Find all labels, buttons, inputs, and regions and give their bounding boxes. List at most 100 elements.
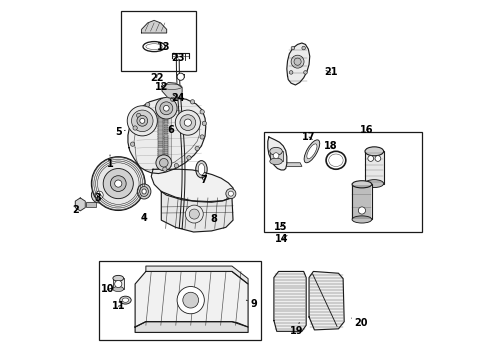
Bar xyxy=(264,132,421,232)
Bar xyxy=(158,114,163,117)
Polygon shape xyxy=(135,321,247,332)
Bar xyxy=(158,116,163,119)
Circle shape xyxy=(155,98,177,119)
Bar xyxy=(164,147,168,149)
Bar xyxy=(158,136,163,139)
Ellipse shape xyxy=(122,298,128,302)
Text: 10: 10 xyxy=(101,284,114,294)
Bar xyxy=(113,278,123,289)
Bar xyxy=(164,159,168,161)
Text: 2: 2 xyxy=(72,206,79,216)
Circle shape xyxy=(202,121,206,126)
Circle shape xyxy=(200,110,204,114)
Circle shape xyxy=(131,110,153,132)
Circle shape xyxy=(163,105,169,111)
Circle shape xyxy=(95,191,103,199)
Text: 23: 23 xyxy=(171,53,184,63)
Polygon shape xyxy=(151,169,234,202)
Polygon shape xyxy=(75,198,85,211)
Bar xyxy=(164,114,168,116)
Bar xyxy=(364,151,383,184)
Circle shape xyxy=(180,115,195,131)
Circle shape xyxy=(170,97,175,102)
Circle shape xyxy=(115,280,122,288)
Bar xyxy=(164,153,168,155)
Bar xyxy=(158,132,163,135)
Circle shape xyxy=(91,157,145,211)
Polygon shape xyxy=(142,21,166,33)
Bar xyxy=(158,118,163,121)
Text: 1: 1 xyxy=(106,155,113,169)
Ellipse shape xyxy=(140,186,148,197)
Circle shape xyxy=(301,46,305,50)
Bar xyxy=(270,151,282,161)
Bar xyxy=(158,143,163,145)
Text: 24: 24 xyxy=(171,93,184,103)
Ellipse shape xyxy=(195,161,207,178)
Bar xyxy=(121,12,196,71)
Text: 21: 21 xyxy=(323,67,337,77)
Bar xyxy=(158,161,163,164)
Text: 12: 12 xyxy=(154,82,168,92)
Circle shape xyxy=(183,292,198,308)
Bar xyxy=(164,139,168,141)
Circle shape xyxy=(91,187,107,203)
Text: 19: 19 xyxy=(289,323,303,336)
Bar xyxy=(158,124,163,127)
Text: 11: 11 xyxy=(111,301,125,311)
Ellipse shape xyxy=(351,181,371,188)
Bar xyxy=(164,120,168,122)
Text: 15: 15 xyxy=(273,222,286,231)
Bar xyxy=(164,155,168,157)
Bar xyxy=(164,135,168,136)
Bar xyxy=(158,128,163,131)
Bar xyxy=(158,113,171,166)
Ellipse shape xyxy=(137,184,151,199)
Polygon shape xyxy=(128,98,205,174)
Bar xyxy=(164,145,168,147)
Circle shape xyxy=(175,110,200,135)
Circle shape xyxy=(177,73,184,80)
Text: 5: 5 xyxy=(115,127,125,136)
Bar xyxy=(164,116,168,118)
Bar xyxy=(351,184,371,220)
Text: 13: 13 xyxy=(157,42,171,52)
Circle shape xyxy=(225,189,235,199)
Circle shape xyxy=(195,146,199,150)
Circle shape xyxy=(189,209,199,219)
Ellipse shape xyxy=(142,189,146,194)
Bar xyxy=(158,134,163,137)
Circle shape xyxy=(190,100,194,104)
Bar xyxy=(158,151,163,154)
Bar xyxy=(99,261,260,339)
Ellipse shape xyxy=(269,158,282,165)
Circle shape xyxy=(228,191,233,196)
Bar xyxy=(158,120,163,123)
Bar xyxy=(158,112,163,115)
Text: 14: 14 xyxy=(275,234,288,244)
Text: 16: 16 xyxy=(359,125,372,135)
Polygon shape xyxy=(308,271,344,330)
Circle shape xyxy=(137,116,147,126)
Circle shape xyxy=(115,180,122,187)
Bar xyxy=(158,153,163,156)
Circle shape xyxy=(130,142,135,146)
Circle shape xyxy=(184,119,191,126)
Bar xyxy=(164,141,168,143)
Polygon shape xyxy=(286,43,309,85)
Bar xyxy=(158,126,163,129)
Ellipse shape xyxy=(304,140,319,163)
Ellipse shape xyxy=(328,154,343,167)
Polygon shape xyxy=(135,271,247,327)
Ellipse shape xyxy=(120,296,131,304)
Circle shape xyxy=(289,71,292,74)
Bar xyxy=(164,112,168,114)
Bar xyxy=(158,145,163,148)
Ellipse shape xyxy=(113,287,123,292)
Polygon shape xyxy=(145,266,247,284)
Bar xyxy=(158,149,163,152)
Bar xyxy=(164,118,168,120)
Ellipse shape xyxy=(306,144,316,159)
Circle shape xyxy=(177,287,204,314)
Bar xyxy=(164,133,168,135)
